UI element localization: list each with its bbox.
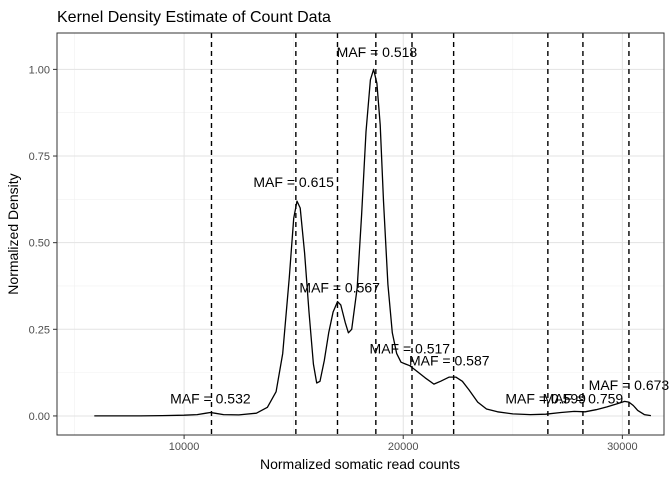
y-tick-label: 0.00 (29, 411, 50, 423)
y-tick-label: 1.00 (29, 64, 50, 76)
density-curve-layer (94, 68, 651, 417)
maf-annotation-label: MAF = 0.517 (370, 340, 451, 356)
y-tick-label: 0.75 (29, 151, 50, 163)
maf-annotation-label: MAF = 0.615 (253, 174, 334, 190)
maf-annotation-label: MAF = 0.587 (409, 352, 490, 368)
maf-annotation-label: MAF = 0.673 (589, 377, 670, 393)
x-axis-title: Normalized somatic read counts (260, 456, 460, 472)
density-curve (94, 68, 651, 417)
maf-annotations: MAF = 0.532 MAF = 0.615 MAF = 0.567 MAF = 0… (170, 44, 669, 407)
x-tick-label: 20000 (388, 441, 419, 453)
maf-annotation-label: MAF = 0.518 (337, 44, 418, 60)
y-tick-label: 0.25 (29, 324, 50, 336)
plot-panel-border (56, 32, 665, 436)
y-axis-ticks: 0.00 0.25 0.50 0.75 1.00 (29, 64, 57, 423)
y-tick-label: 0.50 (29, 238, 50, 250)
maf-annotation-label: MAF = 0.599 (505, 391, 586, 407)
vertical-reference-lines (210, 33, 630, 435)
chart-title: Kernel Density Estimate of Count Data (57, 9, 331, 26)
x-tick-label: 10000 (169, 441, 200, 453)
maf-annotation-label: MAF = 0.532 (170, 391, 251, 407)
x-axis-ticks: 10000 20000 30000 (169, 435, 638, 453)
y-axis-title: Normalized Density (5, 173, 21, 294)
maf-annotation-label: MAF = 0.567 (299, 280, 380, 296)
maf-annotation-label: MAF = 0.759 (543, 391, 624, 407)
x-tick-label: 30000 (607, 441, 638, 453)
